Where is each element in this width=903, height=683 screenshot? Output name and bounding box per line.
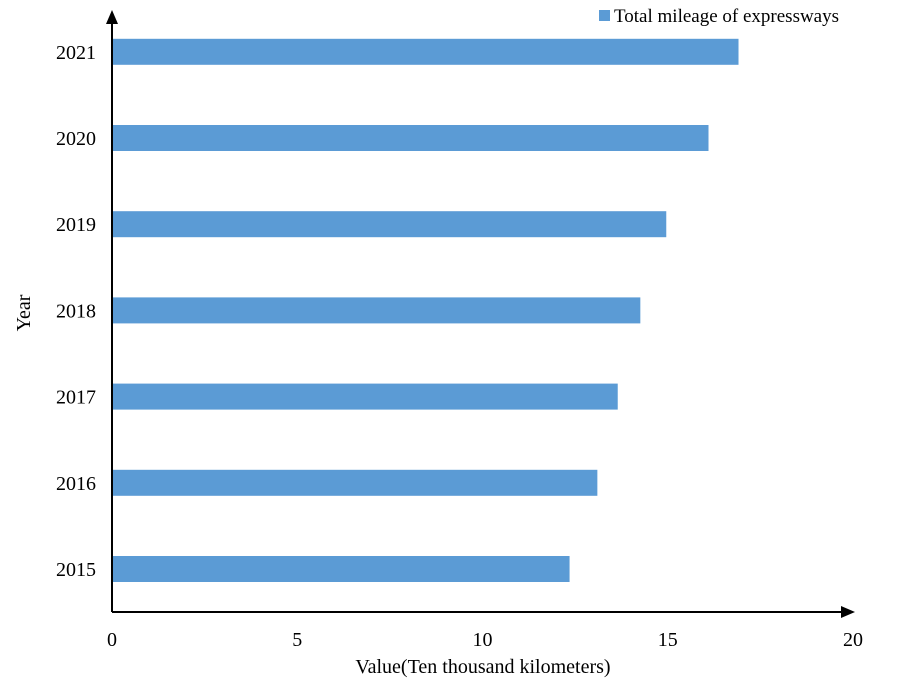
x-tick-label-15: 15 bbox=[658, 629, 678, 651]
bar-2018 bbox=[112, 297, 641, 324]
x-tick-label-20: 20 bbox=[843, 629, 863, 651]
bar-2020 bbox=[112, 125, 709, 151]
y-tick-label-2016: 2016 bbox=[56, 473, 96, 495]
y-tick-label-2015: 2015 bbox=[56, 559, 96, 581]
bar-2016 bbox=[112, 469, 598, 496]
y-axis-title: Year bbox=[13, 294, 35, 331]
x-axis-arrow bbox=[841, 606, 855, 618]
x-axis-title: Value(Ten thousand kilometers) bbox=[355, 656, 610, 678]
bar-2015 bbox=[112, 556, 570, 582]
x-tick-labels: 0 5 10 15 20 bbox=[107, 629, 863, 651]
bar-2017 bbox=[112, 383, 618, 410]
y-tick-label-2018: 2018 bbox=[56, 300, 96, 322]
y-axis-arrow bbox=[106, 10, 118, 24]
y-tick-labels: 2015 2016 2017 2018 2019 2020 2021 bbox=[56, 42, 96, 581]
legend-swatch bbox=[599, 10, 610, 21]
axes-group bbox=[106, 10, 855, 618]
bars-group bbox=[112, 38, 739, 582]
bar-2019 bbox=[112, 211, 667, 238]
bar-2021 bbox=[112, 38, 739, 65]
y-tick-label-2020: 2020 bbox=[56, 128, 96, 150]
legend-label: Total mileage of expressways bbox=[614, 6, 839, 27]
y-tick-label-2017: 2017 bbox=[56, 387, 96, 409]
x-tick-label-5: 5 bbox=[292, 629, 302, 651]
legend: Total mileage of expressways bbox=[599, 6, 839, 27]
y-tick-label-2021: 2021 bbox=[56, 42, 96, 64]
y-tick-label-2019: 2019 bbox=[56, 214, 96, 236]
x-tick-label-0: 0 bbox=[107, 629, 117, 651]
x-tick-label-10: 10 bbox=[473, 629, 493, 651]
